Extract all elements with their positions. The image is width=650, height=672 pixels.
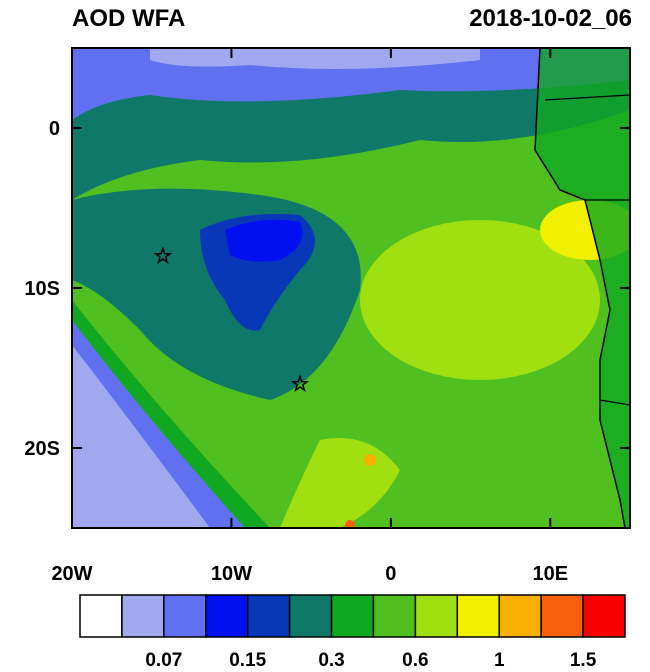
colorbar-label: 0.3: [318, 650, 344, 667]
colorbar-box: [372, 594, 417, 638]
x-tick-label: 10E: [532, 563, 568, 585]
title: AOD WFA: [72, 5, 185, 32]
site-marker: [290, 374, 310, 392]
x-tick-label: 20W: [51, 563, 92, 585]
colorbar-label: 0.07: [145, 650, 182, 667]
colorbar-box: [121, 594, 165, 638]
colorbar-label: 1.5: [570, 650, 597, 667]
date-label: 2018-10-02_06: [469, 5, 632, 32]
colorbar-box: [498, 594, 542, 638]
colorbar-box: [205, 594, 249, 638]
colorbar-box: [456, 594, 500, 638]
colorbar-box: [330, 594, 375, 638]
x-tick-label: 0: [385, 563, 396, 585]
colorbar-label: 1: [494, 650, 505, 667]
colorbar-box: [414, 594, 459, 638]
site-marker: [153, 246, 173, 264]
colorbar-box: [288, 594, 333, 638]
y-tick-label: 0: [49, 118, 60, 140]
colorbar-label: 0.15: [229, 650, 266, 667]
colorbar-box: [246, 594, 291, 638]
colorbar-label: 0.6: [402, 650, 428, 667]
x-tick-label: 10W: [211, 563, 252, 585]
aod-field: [72, 48, 630, 528]
y-tick-label: 20S: [24, 438, 60, 460]
y-tick-label: 10S: [24, 278, 60, 300]
colorbar-box: [163, 594, 207, 638]
colorbar-box: [540, 594, 584, 638]
colorbar-box: [79, 594, 123, 638]
colorbar-box: [582, 594, 626, 638]
